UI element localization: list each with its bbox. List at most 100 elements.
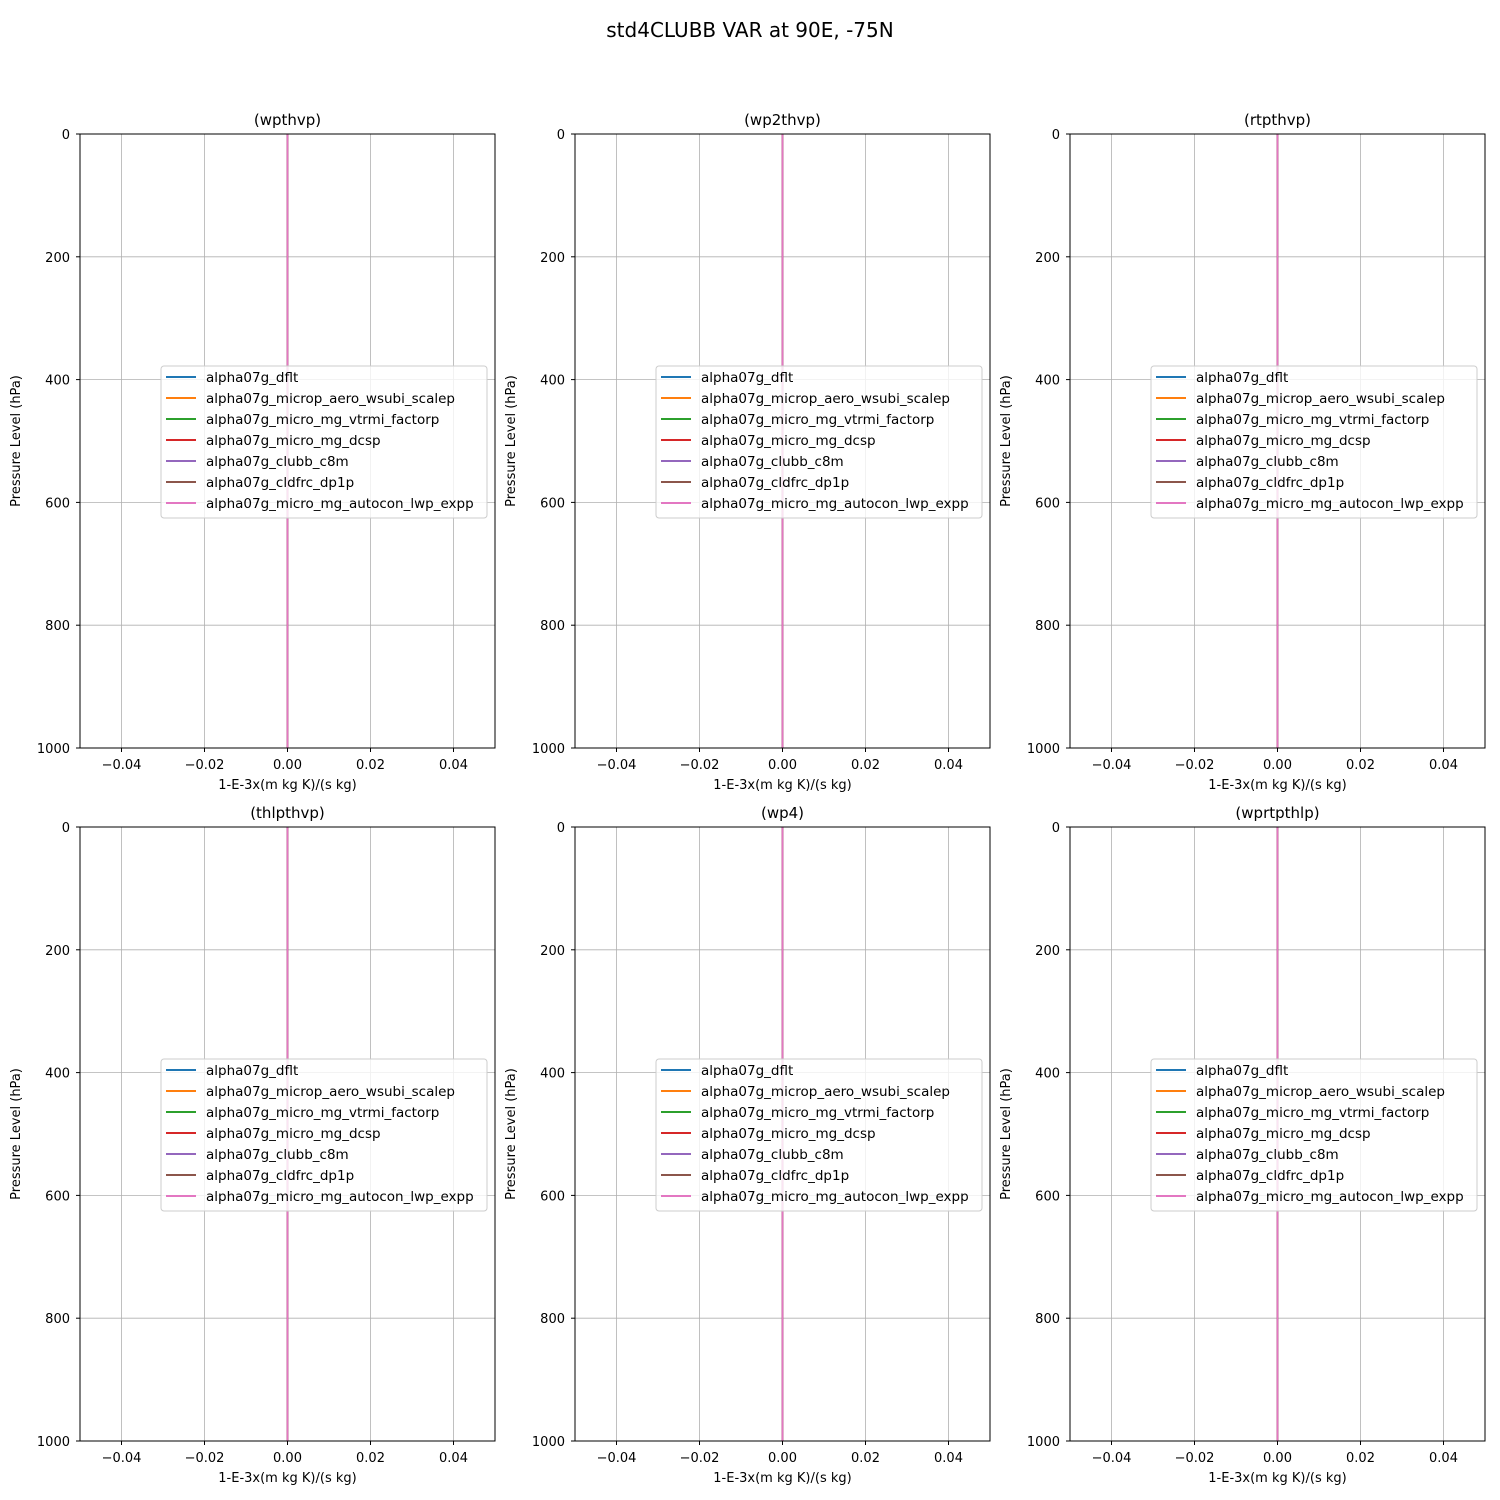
subplot-grid: (wpthvp) −0.04 −0.02 0.00 0.02 0.04 0 200 400 600… xyxy=(9,111,1486,1486)
y-tick-label: 400 xyxy=(45,374,70,389)
legend-entry: alpha07g_micro_mg_autocon_lwp_expp xyxy=(206,496,474,512)
x-tick-label: −0.04 xyxy=(102,1451,142,1466)
y-tick-label: 800 xyxy=(540,1312,565,1327)
legend-entry: alpha07g_clubb_c8m xyxy=(206,454,349,470)
y-axis-label: Pressure Level (hPa) xyxy=(999,1068,1014,1200)
x-tick-label: −0.04 xyxy=(1092,758,1132,773)
legend-entry: alpha07g_micro_mg_vtrmi_factorp xyxy=(1196,1105,1429,1121)
legend-entry: alpha07g_micro_mg_autocon_lwp_expp xyxy=(1196,1189,1464,1205)
legend-box xyxy=(1150,1058,1478,1212)
x-axis-label: 1-E-3x(m kg K)/(s kg) xyxy=(218,778,356,793)
x-tick-label: −0.04 xyxy=(597,758,637,773)
x-tick-label: 0.00 xyxy=(768,758,797,773)
y-tick-label: 200 xyxy=(540,944,565,959)
legend: alpha07g_dflt alpha07g_microp_aero_wsubi_… xyxy=(655,365,983,519)
legend-entry: alpha07g_dflt xyxy=(206,1063,298,1079)
legend-entry: alpha07g_cldfrc_dp1p xyxy=(1196,475,1344,491)
x-tick-label: 0.04 xyxy=(1429,758,1458,773)
y-tick-label: 0 xyxy=(557,821,565,836)
subplot-6: (wprtpthlp) −0.04 −0.02 0.00 0.02 0.04 0 200 400… xyxy=(999,804,1486,1486)
legend-entry: alpha07g_micro_mg_dcsp xyxy=(1196,433,1371,449)
y-tick-label: 800 xyxy=(1035,1312,1060,1327)
subplot-3: (rtpthvp) −0.04 −0.02 0.00 0.02 0.04 0 200 400 60… xyxy=(999,111,1486,793)
y-tick-label: 200 xyxy=(45,944,70,959)
legend-entry: alpha07g_dflt xyxy=(701,370,793,386)
x-tick-label: −0.02 xyxy=(680,1451,720,1466)
legend-entry: alpha07g_dflt xyxy=(206,370,298,386)
legend-entry: alpha07g_clubb_c8m xyxy=(1196,1147,1339,1163)
y-axis-label: Pressure Level (hPa) xyxy=(504,1068,519,1200)
legend-entry: alpha07g_micro_mg_autocon_lwp_expp xyxy=(701,496,969,512)
y-tick-label: 800 xyxy=(540,619,565,634)
x-tick-label: −0.04 xyxy=(102,758,142,773)
x-tick-label: 0.04 xyxy=(934,758,963,773)
legend-entry: alpha07g_cldfrc_dp1p xyxy=(1196,1168,1344,1184)
y-tick-label: 200 xyxy=(540,251,565,266)
y-tick-label: 0 xyxy=(1052,128,1060,143)
legend-box xyxy=(160,1058,488,1212)
x-tick-label: −0.02 xyxy=(680,758,720,773)
legend: alpha07g_dflt alpha07g_microp_aero_wsubi_… xyxy=(160,1058,488,1212)
x-tick-label: −0.02 xyxy=(185,1451,225,1466)
x-tick-label: −0.04 xyxy=(1092,1451,1132,1466)
y-tick-label: 200 xyxy=(1035,251,1060,266)
legend-entry: alpha07g_microp_aero_wsubi_scalep xyxy=(206,1084,455,1100)
y-tick-label: 600 xyxy=(1035,1189,1060,1204)
y-tick-label: 400 xyxy=(1035,1067,1060,1082)
legend-entry: alpha07g_micro_mg_dcsp xyxy=(701,1126,876,1142)
x-tick-label: 0.04 xyxy=(439,758,468,773)
subplot-4: (thlpthvp) −0.04 −0.02 0.00 0.02 0.04 0 200 400 6… xyxy=(9,804,496,1486)
legend-entry: alpha07g_microp_aero_wsubi_scalep xyxy=(206,391,455,407)
legend-entry: alpha07g_microp_aero_wsubi_scalep xyxy=(1196,1084,1445,1100)
subplot-1: (wpthvp) −0.04 −0.02 0.00 0.02 0.04 0 200 400 600… xyxy=(9,111,496,793)
y-tick-label: 1000 xyxy=(37,742,70,757)
legend-box xyxy=(655,1058,983,1212)
legend-entry: alpha07g_microp_aero_wsubi_scalep xyxy=(701,1084,950,1100)
subplot-5: (wp4) −0.04 −0.02 0.00 0.02 0.04 0 200 400 600 800… xyxy=(504,804,991,1486)
legend-entry: alpha07g_clubb_c8m xyxy=(701,454,844,470)
x-tick-label: 0.00 xyxy=(1263,758,1292,773)
y-tick-label: 400 xyxy=(45,1067,70,1082)
x-tick-label: 0.02 xyxy=(356,1451,385,1466)
legend-entry: alpha07g_cldfrc_dp1p xyxy=(206,475,354,491)
y-tick-label: 600 xyxy=(540,496,565,511)
y-tick-label: 0 xyxy=(1052,821,1060,836)
legend-entry: alpha07g_micro_mg_dcsp xyxy=(701,433,876,449)
x-tick-label: 0.02 xyxy=(1346,1451,1375,1466)
x-axis-label: 1-E-3x(m kg K)/(s kg) xyxy=(713,778,851,793)
x-tick-label: 0.00 xyxy=(768,1451,797,1466)
y-tick-label: 600 xyxy=(45,1189,70,1204)
y-tick-label: 800 xyxy=(1035,619,1060,634)
y-tick-label: 1000 xyxy=(532,742,565,757)
x-axis-label: 1-E-3x(m kg K)/(s kg) xyxy=(1208,1471,1346,1486)
legend-entry: alpha07g_micro_mg_vtrmi_factorp xyxy=(206,1105,439,1121)
subplot-2: (wp2thvp) −0.04 −0.02 0.00 0.02 0.04 0 200 400 60… xyxy=(504,111,991,793)
y-tick-label: 400 xyxy=(540,374,565,389)
subplot-title: (thlpthvp) xyxy=(250,804,325,822)
y-tick-label: 1000 xyxy=(1027,742,1060,757)
legend-entry: alpha07g_micro_mg_dcsp xyxy=(206,433,381,449)
legend-entry: alpha07g_micro_mg_autocon_lwp_expp xyxy=(206,1189,474,1205)
x-tick-label: −0.02 xyxy=(1175,758,1215,773)
legend-entry: alpha07g_micro_mg_vtrmi_factorp xyxy=(701,1105,934,1121)
legend-entry: alpha07g_micro_mg_dcsp xyxy=(206,1126,381,1142)
y-tick-label: 400 xyxy=(540,1067,565,1082)
y-axis-label: Pressure Level (hPa) xyxy=(9,1068,24,1200)
legend: alpha07g_dflt alpha07g_microp_aero_wsubi_… xyxy=(1150,365,1478,519)
y-tick-label: 200 xyxy=(1035,944,1060,959)
legend-entry: alpha07g_dflt xyxy=(1196,1063,1288,1079)
legend-box xyxy=(160,365,488,519)
y-tick-label: 600 xyxy=(1035,496,1060,511)
legend-entry: alpha07g_micro_mg_dcsp xyxy=(1196,1126,1371,1142)
figure-suptitle: std4CLUBB VAR at 90E, -75N xyxy=(606,18,893,42)
y-axis-label: Pressure Level (hPa) xyxy=(504,375,519,507)
legend-entry: alpha07g_cldfrc_dp1p xyxy=(701,475,849,491)
y-tick-label: 1000 xyxy=(37,1435,70,1450)
y-tick-label: 400 xyxy=(1035,374,1060,389)
x-tick-label: 0.00 xyxy=(273,758,302,773)
y-tick-label: 0 xyxy=(62,821,70,836)
x-axis-label: 1-E-3x(m kg K)/(s kg) xyxy=(1208,778,1346,793)
legend-entry: alpha07g_micro_mg_vtrmi_factorp xyxy=(206,412,439,428)
subplot-title: (wp2thvp) xyxy=(744,111,821,129)
